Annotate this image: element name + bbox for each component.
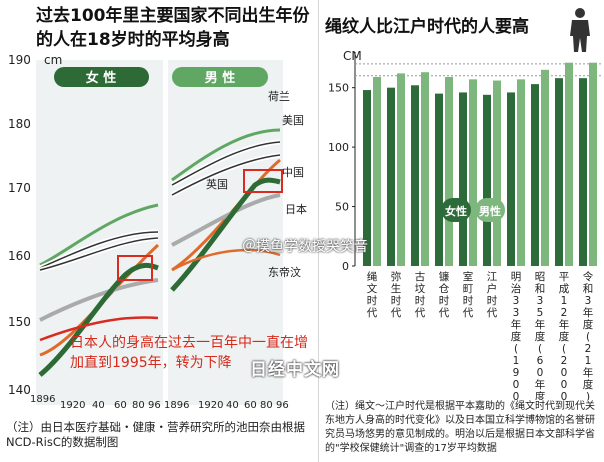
xtick-m-60: 60 — [244, 400, 257, 411]
xtick-m-80: 80 — [260, 400, 273, 411]
bar-male-2 — [421, 72, 429, 266]
right-ylabel: CM — [343, 49, 362, 63]
female-usa-line — [39, 231, 159, 269]
right-panel: 绳纹人比江户时代的人要高 CM 0 50 100 150 绳文时代 弥生时代 古坟时代 镰仓… — [318, 0, 604, 462]
bar-female-5 — [483, 94, 491, 266]
bar-female-3 — [435, 93, 443, 266]
right-xlabel-5: 江户时代 — [487, 271, 498, 319]
male-plot-bg — [168, 60, 283, 405]
xtick-f-40: 40 — [92, 400, 105, 411]
female-panel-header — [54, 67, 149, 87]
label-japan: 日本 — [285, 202, 307, 216]
legend-female: 女性 — [445, 204, 467, 218]
ytick-190: 190 — [8, 53, 31, 67]
legend-female-badge — [441, 198, 471, 222]
ytick-170: 170 — [8, 181, 31, 195]
xtick-m-40: 40 — [226, 400, 239, 411]
label-netherlands: 荷兰 — [268, 90, 290, 103]
xtick-f-1896: 1896 — [30, 394, 55, 405]
bar-male-5 — [493, 80, 501, 267]
xtick-m-1896: 1896 — [164, 400, 189, 411]
female-panel-label: 女 性 — [86, 70, 117, 86]
female-highlight-box — [117, 255, 153, 281]
right-xlabel-9: 令和 3 年度(2 1 年度) — [583, 270, 594, 400]
male-usa-line — [171, 141, 281, 186]
bar-male-4 — [469, 79, 477, 266]
right-title: 绳纹人比江户时代的人要高 — [325, 17, 529, 37]
label-uk: 英国 — [206, 177, 228, 191]
bar-female-2 — [411, 85, 419, 267]
label-china: 中国 — [282, 166, 304, 179]
right-ytick-50: 50 — [335, 201, 349, 214]
female-netherlands-line — [39, 203, 159, 267]
male-timor-line — [171, 248, 281, 272]
person-silhouette-icon — [570, 8, 590, 52]
xtick-m-96: 96 — [276, 400, 289, 411]
bar-female-7 — [531, 84, 539, 266]
left-caption: 日本人的身高在过去一百年中一直在增加直到1995年，转为下降 — [70, 335, 308, 371]
nikkei-watermark: 日经中文网 — [250, 360, 340, 380]
bar-male-9 — [589, 62, 597, 267]
right-xlabel-3: 镰仓时代 — [439, 270, 450, 319]
label-usa: 美国 — [282, 114, 304, 127]
female-uk-line — [39, 237, 159, 271]
female-timor-line — [39, 316, 159, 342]
right-ytick-100: 100 — [328, 141, 349, 154]
right-xlabel-4: 室町时代 — [463, 270, 474, 319]
jomon-height-bar-chart: CM 0 50 100 150 绳文时代 弥生时代 古坟时代 镰仓时代 室町时代 江户时代 明治 3… — [328, 49, 601, 400]
legend-male-badge — [475, 198, 505, 222]
xtick-f-80: 80 — [132, 400, 145, 411]
male-panel-header — [172, 67, 268, 87]
bar-female-0 — [363, 90, 371, 267]
female-gray-line — [39, 278, 159, 322]
bar-male-3 — [445, 76, 453, 266]
male-netherlands-line — [171, 128, 281, 182]
male-panel-label: 男 性 — [205, 70, 236, 86]
left-title: 过去100年里主要国家不同出生年份的人在18岁时的平均身高 — [36, 6, 310, 50]
bar-female-1 — [387, 87, 395, 267]
left-ylabel: cm — [44, 53, 62, 67]
xtick-f-60: 60 — [114, 400, 127, 411]
male-highlight-box — [243, 169, 283, 193]
bar-female-9 — [579, 78, 587, 267]
social-watermark: ＠摸鱼学数授哭笑音 — [242, 239, 368, 255]
bar-female-8 — [555, 78, 563, 267]
female-japan-line — [38, 262, 159, 377]
right-ytick-150: 150 — [328, 82, 349, 95]
xtick-m-1920: 1920 — [198, 400, 223, 411]
bar-male-0 — [373, 76, 381, 266]
bar-female-4 — [459, 92, 467, 266]
right-xlabel-1: 弥生时代 — [391, 270, 402, 319]
ytick-160: 160 — [8, 249, 31, 263]
bar-female-6 — [507, 92, 515, 266]
xtick-f-96: 96 — [148, 400, 161, 411]
right-ytick-0: 0 — [342, 260, 349, 273]
xtick-f-1920: 1920 — [60, 400, 85, 411]
ytick-180: 180 — [8, 117, 31, 131]
ytick-140: 140 — [8, 383, 31, 397]
bar-male-6 — [517, 79, 525, 266]
right-note: （注）绳文～江户时代是根据平本嘉助的《绳文时代到现代关东地方人身高的时代变化》以… — [325, 401, 595, 454]
label-timor: 东帝汶 — [268, 265, 301, 279]
bar-male-1 — [397, 73, 405, 267]
right-xlabel-0: 绳文时代 — [367, 270, 378, 319]
bar-male-8 — [565, 62, 573, 267]
ytick-150: 150 — [8, 315, 31, 329]
left-note: （注）由日本医疗基础・健康・营养研究所的池田奈由根据NCD-RisC的数据制图 — [6, 420, 305, 449]
legend-male: 男性 — [479, 204, 501, 218]
bar-male-7 — [541, 69, 549, 266]
right-xlabel-2: 古坟时代 — [415, 270, 426, 319]
left-panel: 过去100年里主要国家不同出生年份的人在18岁时的平均身高 女 性 男 性 cm… — [6, 6, 310, 449]
height-trend-chart: 女 性 男 性 cm 190 180 170 160 150 140 1896 … — [8, 53, 307, 411]
male-uk-line — [171, 154, 281, 196]
